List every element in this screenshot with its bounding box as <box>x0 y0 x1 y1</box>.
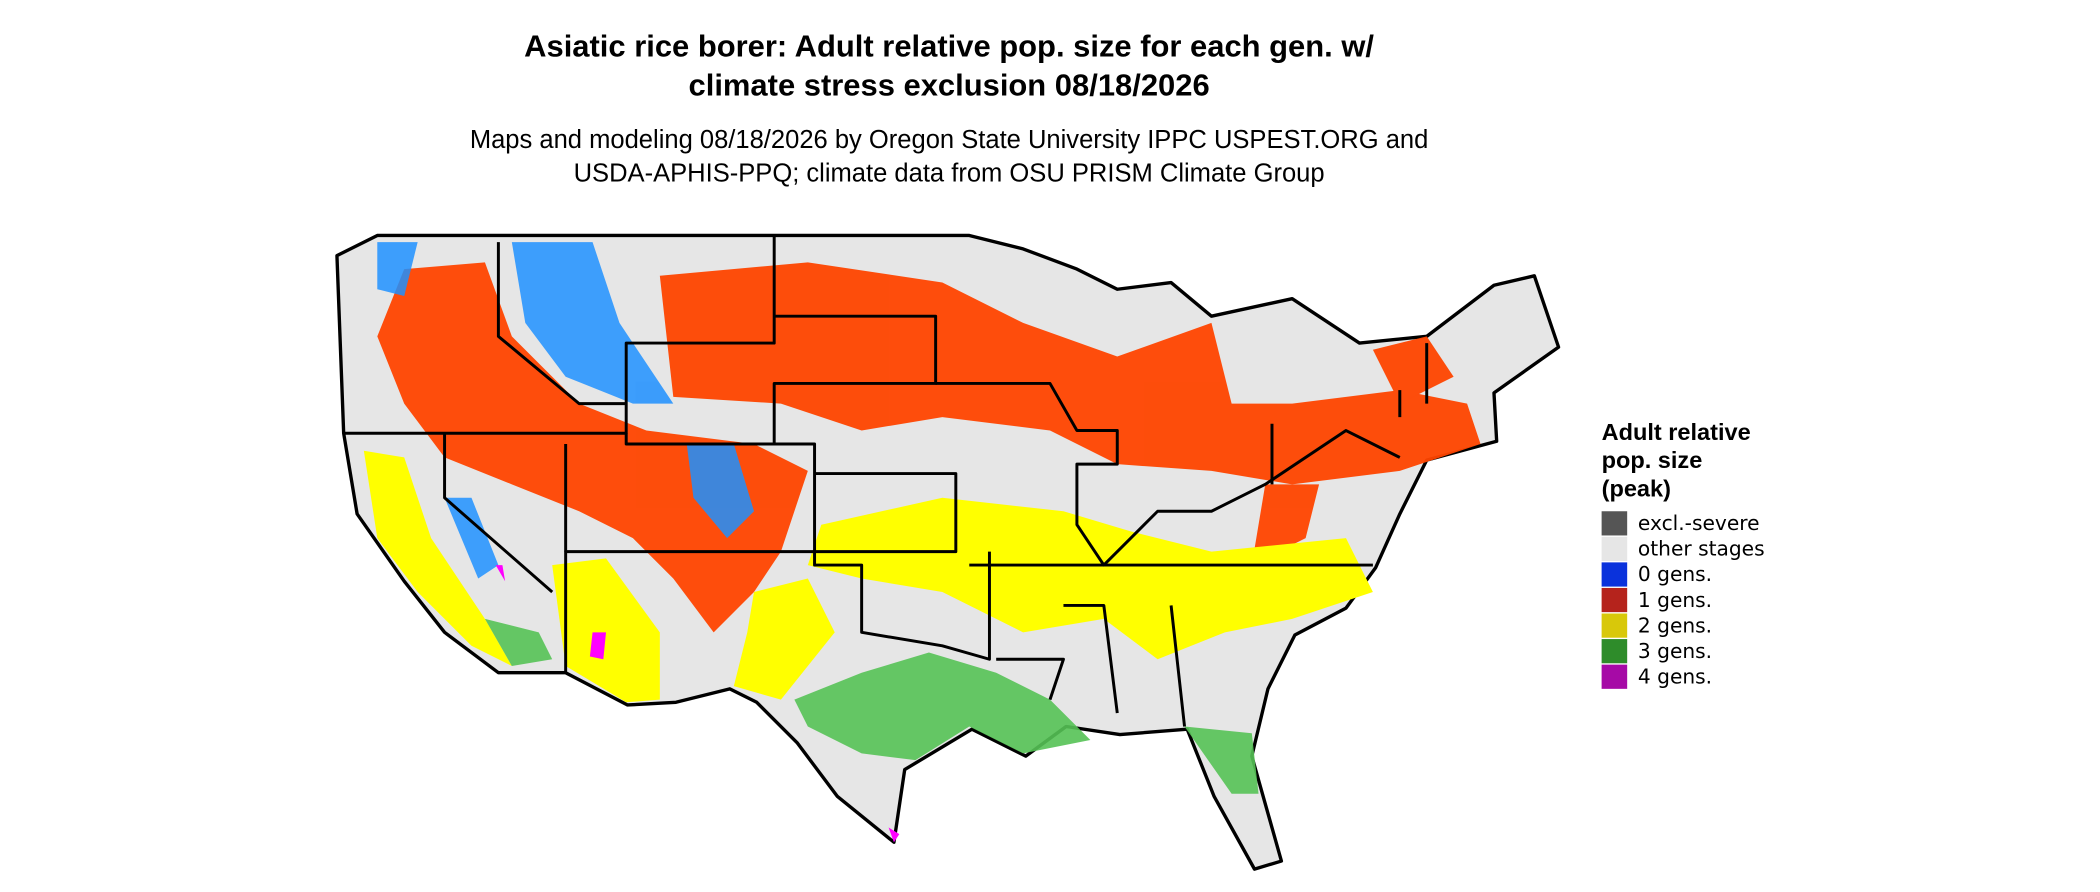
legend-title: pop. size <box>1602 447 1703 473</box>
legend-label: excl.-severe <box>1638 511 1760 535</box>
region-0-gen <box>377 242 755 579</box>
patch <box>659 262 1481 485</box>
legend-title: Adult relative <box>1602 419 1751 445</box>
legend-swatch <box>1601 587 1628 613</box>
patch <box>552 558 660 703</box>
us-map <box>335 233 1561 871</box>
subtitle-line: USDA-APHIS-PPQ; climate data from OSU PR… <box>574 160 1325 188</box>
patch <box>511 242 674 404</box>
state-borders <box>343 235 1429 727</box>
legend-label: 3 gens. <box>1638 639 1712 663</box>
legend-label: 1 gens. <box>1638 588 1712 612</box>
subtitle-line: Maps and modeling 08/18/2026 by Oregon S… <box>470 126 1429 154</box>
patch <box>444 497 499 579</box>
legend-swatch <box>1601 511 1628 536</box>
legend-swatch <box>1601 536 1628 562</box>
patch <box>1184 726 1259 794</box>
legend-swatch <box>1601 664 1628 689</box>
patch <box>484 618 553 666</box>
patch <box>377 242 418 296</box>
legend-swatch <box>1601 613 1628 638</box>
region-3-gen <box>484 618 1259 794</box>
title-line: climate stress exclusion 08/18/2026 <box>689 68 1210 103</box>
patch <box>495 565 506 582</box>
patch <box>686 443 755 539</box>
patch <box>733 578 835 700</box>
legend-label: 0 gens. <box>1638 562 1712 586</box>
patch <box>589 632 607 660</box>
patch <box>1251 484 1320 566</box>
legend-label: other stages <box>1638 537 1765 561</box>
legend-label: 2 gens. <box>1638 613 1712 637</box>
patch <box>1372 336 1454 404</box>
titles: Asiatic rice borer: Adult relative pop. … <box>470 29 1429 188</box>
region-2-gen <box>363 450 1373 703</box>
title-line: Asiatic rice borer: Adult relative pop. … <box>524 29 1374 64</box>
region-1-gen <box>377 262 1481 633</box>
patch <box>363 450 512 666</box>
region-4-gen <box>495 565 900 843</box>
patch <box>807 497 1373 660</box>
patch <box>377 262 808 633</box>
legend-swatch <box>1601 639 1628 664</box>
legend-title: (peak) <box>1602 475 1671 501</box>
patch <box>794 652 1091 761</box>
legend-swatch <box>1601 562 1628 587</box>
legend-label: 4 gens. <box>1638 664 1712 688</box>
patch <box>888 827 900 843</box>
